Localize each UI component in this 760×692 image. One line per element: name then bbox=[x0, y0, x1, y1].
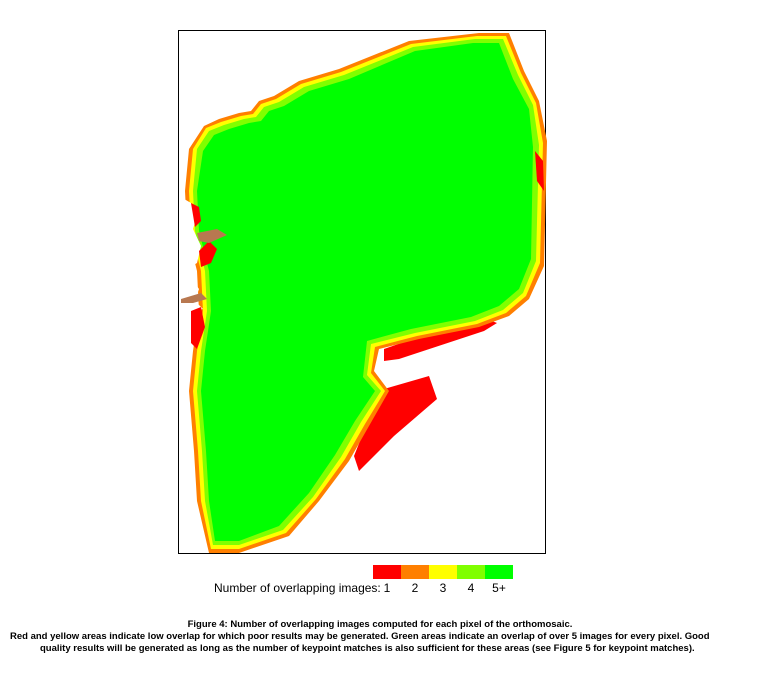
overlap-map-graphic bbox=[179, 33, 547, 553]
legend-value-1: 1 bbox=[383, 581, 391, 595]
legend-value-5: 5+ bbox=[492, 581, 506, 595]
figure-caption: Figure 4: Number of overlapping images c… bbox=[0, 619, 760, 655]
caption-title: Figure 4: Number of overlapping images c… bbox=[187, 619, 573, 630]
legend-swatch-1 bbox=[373, 565, 401, 579]
caption-line-2: Red and yellow areas indicate low overla… bbox=[10, 631, 710, 642]
caption-line-3: quality results will be generated as lon… bbox=[40, 643, 695, 654]
brown-speck-upper bbox=[197, 229, 227, 243]
legend-value-3: 3 bbox=[439, 581, 447, 595]
legend-swatch-3 bbox=[429, 565, 457, 579]
overlap-map bbox=[178, 30, 547, 554]
overlap-1-region-lower bbox=[354, 376, 437, 471]
overlap-legend: Number of overlapping images: 1 2 3 4 5+ bbox=[214, 565, 514, 595]
legend-swatch-5 bbox=[485, 565, 513, 579]
brown-speck-lower bbox=[181, 293, 207, 303]
legend-value-2: 2 bbox=[411, 581, 419, 595]
legend-label: Number of overlapping images: bbox=[214, 581, 381, 595]
legend-swatch-2 bbox=[401, 565, 429, 579]
overlap-5-plus-region bbox=[197, 43, 533, 541]
overlap-1-left-spot-a bbox=[191, 203, 201, 227]
legend-value-4: 4 bbox=[467, 581, 475, 595]
legend-swatch-4 bbox=[457, 565, 485, 579]
overlap-1-left-spot-c bbox=[191, 307, 205, 349]
left-gap-middle bbox=[179, 271, 203, 315]
overlap-1-left-spot-b bbox=[199, 241, 217, 267]
overlap-1-right-spot bbox=[535, 151, 544, 191]
